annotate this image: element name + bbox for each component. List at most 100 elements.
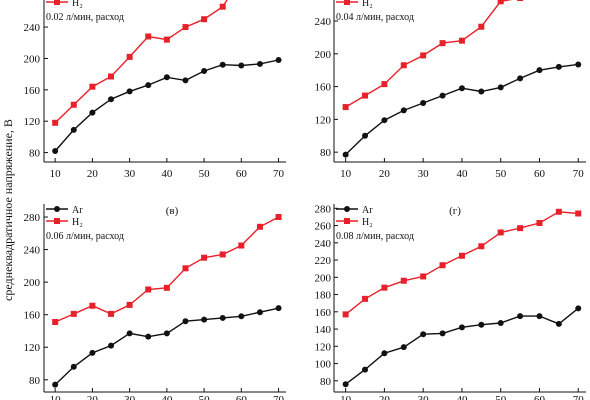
legend-marker bbox=[54, 0, 60, 5]
data-point-h2 bbox=[163, 284, 170, 291]
panel-2: 80 120 160 200 240 10 20 30 40 50 60 70 H₂ 0.04 л/мин… bbox=[315, 0, 586, 180]
data-point-ar bbox=[420, 331, 427, 338]
x-tick-label: 50 bbox=[495, 168, 507, 180]
data-point-ar bbox=[219, 61, 226, 68]
data-point-h2 bbox=[89, 302, 96, 309]
y-tick-label: 160 bbox=[315, 82, 332, 94]
data-point-h2 bbox=[497, 229, 504, 236]
legend-label: Ar bbox=[362, 205, 373, 216]
data-point-h2 bbox=[342, 104, 349, 111]
data-point-h2 bbox=[182, 265, 189, 272]
data-point-h2 bbox=[219, 3, 226, 10]
x-tick-label: 10 bbox=[50, 394, 62, 400]
y-tick-label: 160 bbox=[24, 85, 41, 97]
y-tick-label: 80 bbox=[29, 148, 41, 160]
data-point-h2 bbox=[219, 251, 226, 258]
data-point-h2 bbox=[517, 0, 524, 2]
data-point-ar bbox=[219, 314, 226, 321]
legend-label: H₂ bbox=[362, 217, 373, 228]
data-point-ar bbox=[420, 99, 427, 106]
data-point-ar bbox=[497, 84, 504, 91]
x-tick-label: 70 bbox=[273, 394, 285, 400]
data-point-ar bbox=[163, 74, 170, 81]
panels: 80 120 160 200 240 10 20 30 40 50 60 70 H₂ 0.02 л/мин… bbox=[24, 0, 586, 400]
y-tick-label: 160 bbox=[24, 310, 41, 322]
x-tick-label: 20 bbox=[87, 168, 99, 180]
data-point-h2 bbox=[145, 33, 152, 40]
panel-label: (в) bbox=[166, 205, 179, 217]
data-point-h2 bbox=[201, 254, 208, 261]
y-tick-label: 240 bbox=[24, 245, 41, 257]
data-point-h2 bbox=[362, 295, 369, 302]
data-point-h2 bbox=[126, 301, 133, 308]
data-point-ar bbox=[275, 57, 282, 64]
data-point-h2 bbox=[275, 214, 282, 221]
series-line-ar bbox=[54, 59, 279, 152]
y-tick-label: 240 bbox=[315, 238, 332, 250]
legend-marker bbox=[344, 0, 350, 5]
data-point-ar bbox=[256, 60, 263, 67]
x-tick-label: 50 bbox=[495, 394, 507, 400]
data-point-h2 bbox=[400, 62, 407, 69]
x-tick-label: 30 bbox=[418, 168, 430, 180]
y-tick-label: 140 bbox=[315, 324, 332, 336]
data-point-ar bbox=[256, 309, 263, 316]
x-tick-label: 60 bbox=[236, 394, 248, 400]
y-axis-label: среднеквадратичное напряжение, В bbox=[1, 119, 15, 301]
data-point-h2 bbox=[126, 53, 133, 60]
data-point-h2 bbox=[555, 208, 562, 215]
data-point-ar bbox=[555, 320, 562, 327]
panel-4: 80 100 120 140 160 180 200 220 240 260 280 10 20 30 40… bbox=[315, 203, 586, 400]
data-point-h2 bbox=[400, 277, 407, 284]
x-tick-label: 60 bbox=[236, 168, 248, 180]
legend-label: H₂ bbox=[362, 0, 373, 9]
data-point-ar bbox=[145, 82, 152, 89]
data-point-h2 bbox=[420, 52, 427, 59]
legend-label: H₂ bbox=[72, 217, 83, 228]
data-point-ar bbox=[238, 313, 245, 320]
data-point-h2 bbox=[201, 16, 208, 23]
data-point-ar bbox=[182, 318, 189, 325]
data-point-ar bbox=[275, 305, 282, 312]
series-line-ar bbox=[54, 307, 279, 386]
series-line-h2 bbox=[345, 211, 579, 315]
flow-rate-note: 0.02 л/мин, расход bbox=[46, 12, 124, 23]
data-point-ar bbox=[575, 305, 582, 312]
legend-marker bbox=[54, 218, 60, 224]
legend-marker bbox=[54, 206, 60, 212]
data-point-ar bbox=[238, 62, 245, 69]
y-tick-label: 80 bbox=[320, 376, 332, 388]
data-point-ar bbox=[108, 342, 115, 349]
y-tick-label: 200 bbox=[315, 272, 332, 284]
legend-marker bbox=[344, 206, 350, 212]
data-point-ar bbox=[362, 132, 369, 139]
y-tick-label: 120 bbox=[24, 342, 41, 354]
x-tick-label: 70 bbox=[273, 168, 285, 180]
x-tick-label: 10 bbox=[340, 394, 352, 400]
data-point-h2 bbox=[439, 262, 446, 269]
data-point-ar bbox=[52, 148, 59, 155]
x-tick-label: 60 bbox=[534, 168, 546, 180]
data-point-h2 bbox=[362, 92, 369, 99]
data-point-h2 bbox=[342, 311, 349, 318]
legend-label: H₂ bbox=[72, 0, 83, 9]
data-point-h2 bbox=[478, 23, 485, 30]
data-point-h2 bbox=[458, 37, 465, 44]
data-point-ar bbox=[458, 85, 465, 92]
data-point-ar bbox=[126, 88, 133, 95]
data-point-ar bbox=[478, 321, 485, 328]
y-tick-label: 100 bbox=[315, 359, 332, 371]
x-tick-label: 70 bbox=[573, 394, 585, 400]
y-tick-label: 240 bbox=[315, 16, 332, 28]
x-tick-label: 20 bbox=[379, 394, 391, 400]
data-point-ar bbox=[439, 92, 446, 99]
legend-label: Ar bbox=[72, 205, 83, 216]
data-point-ar bbox=[145, 333, 152, 340]
data-point-ar bbox=[400, 344, 407, 351]
y-tick-label: 280 bbox=[315, 203, 332, 215]
x-tick-label: 70 bbox=[573, 168, 585, 180]
y-tick-label: 80 bbox=[320, 147, 332, 159]
data-point-ar bbox=[89, 109, 96, 116]
data-point-ar bbox=[400, 107, 407, 114]
